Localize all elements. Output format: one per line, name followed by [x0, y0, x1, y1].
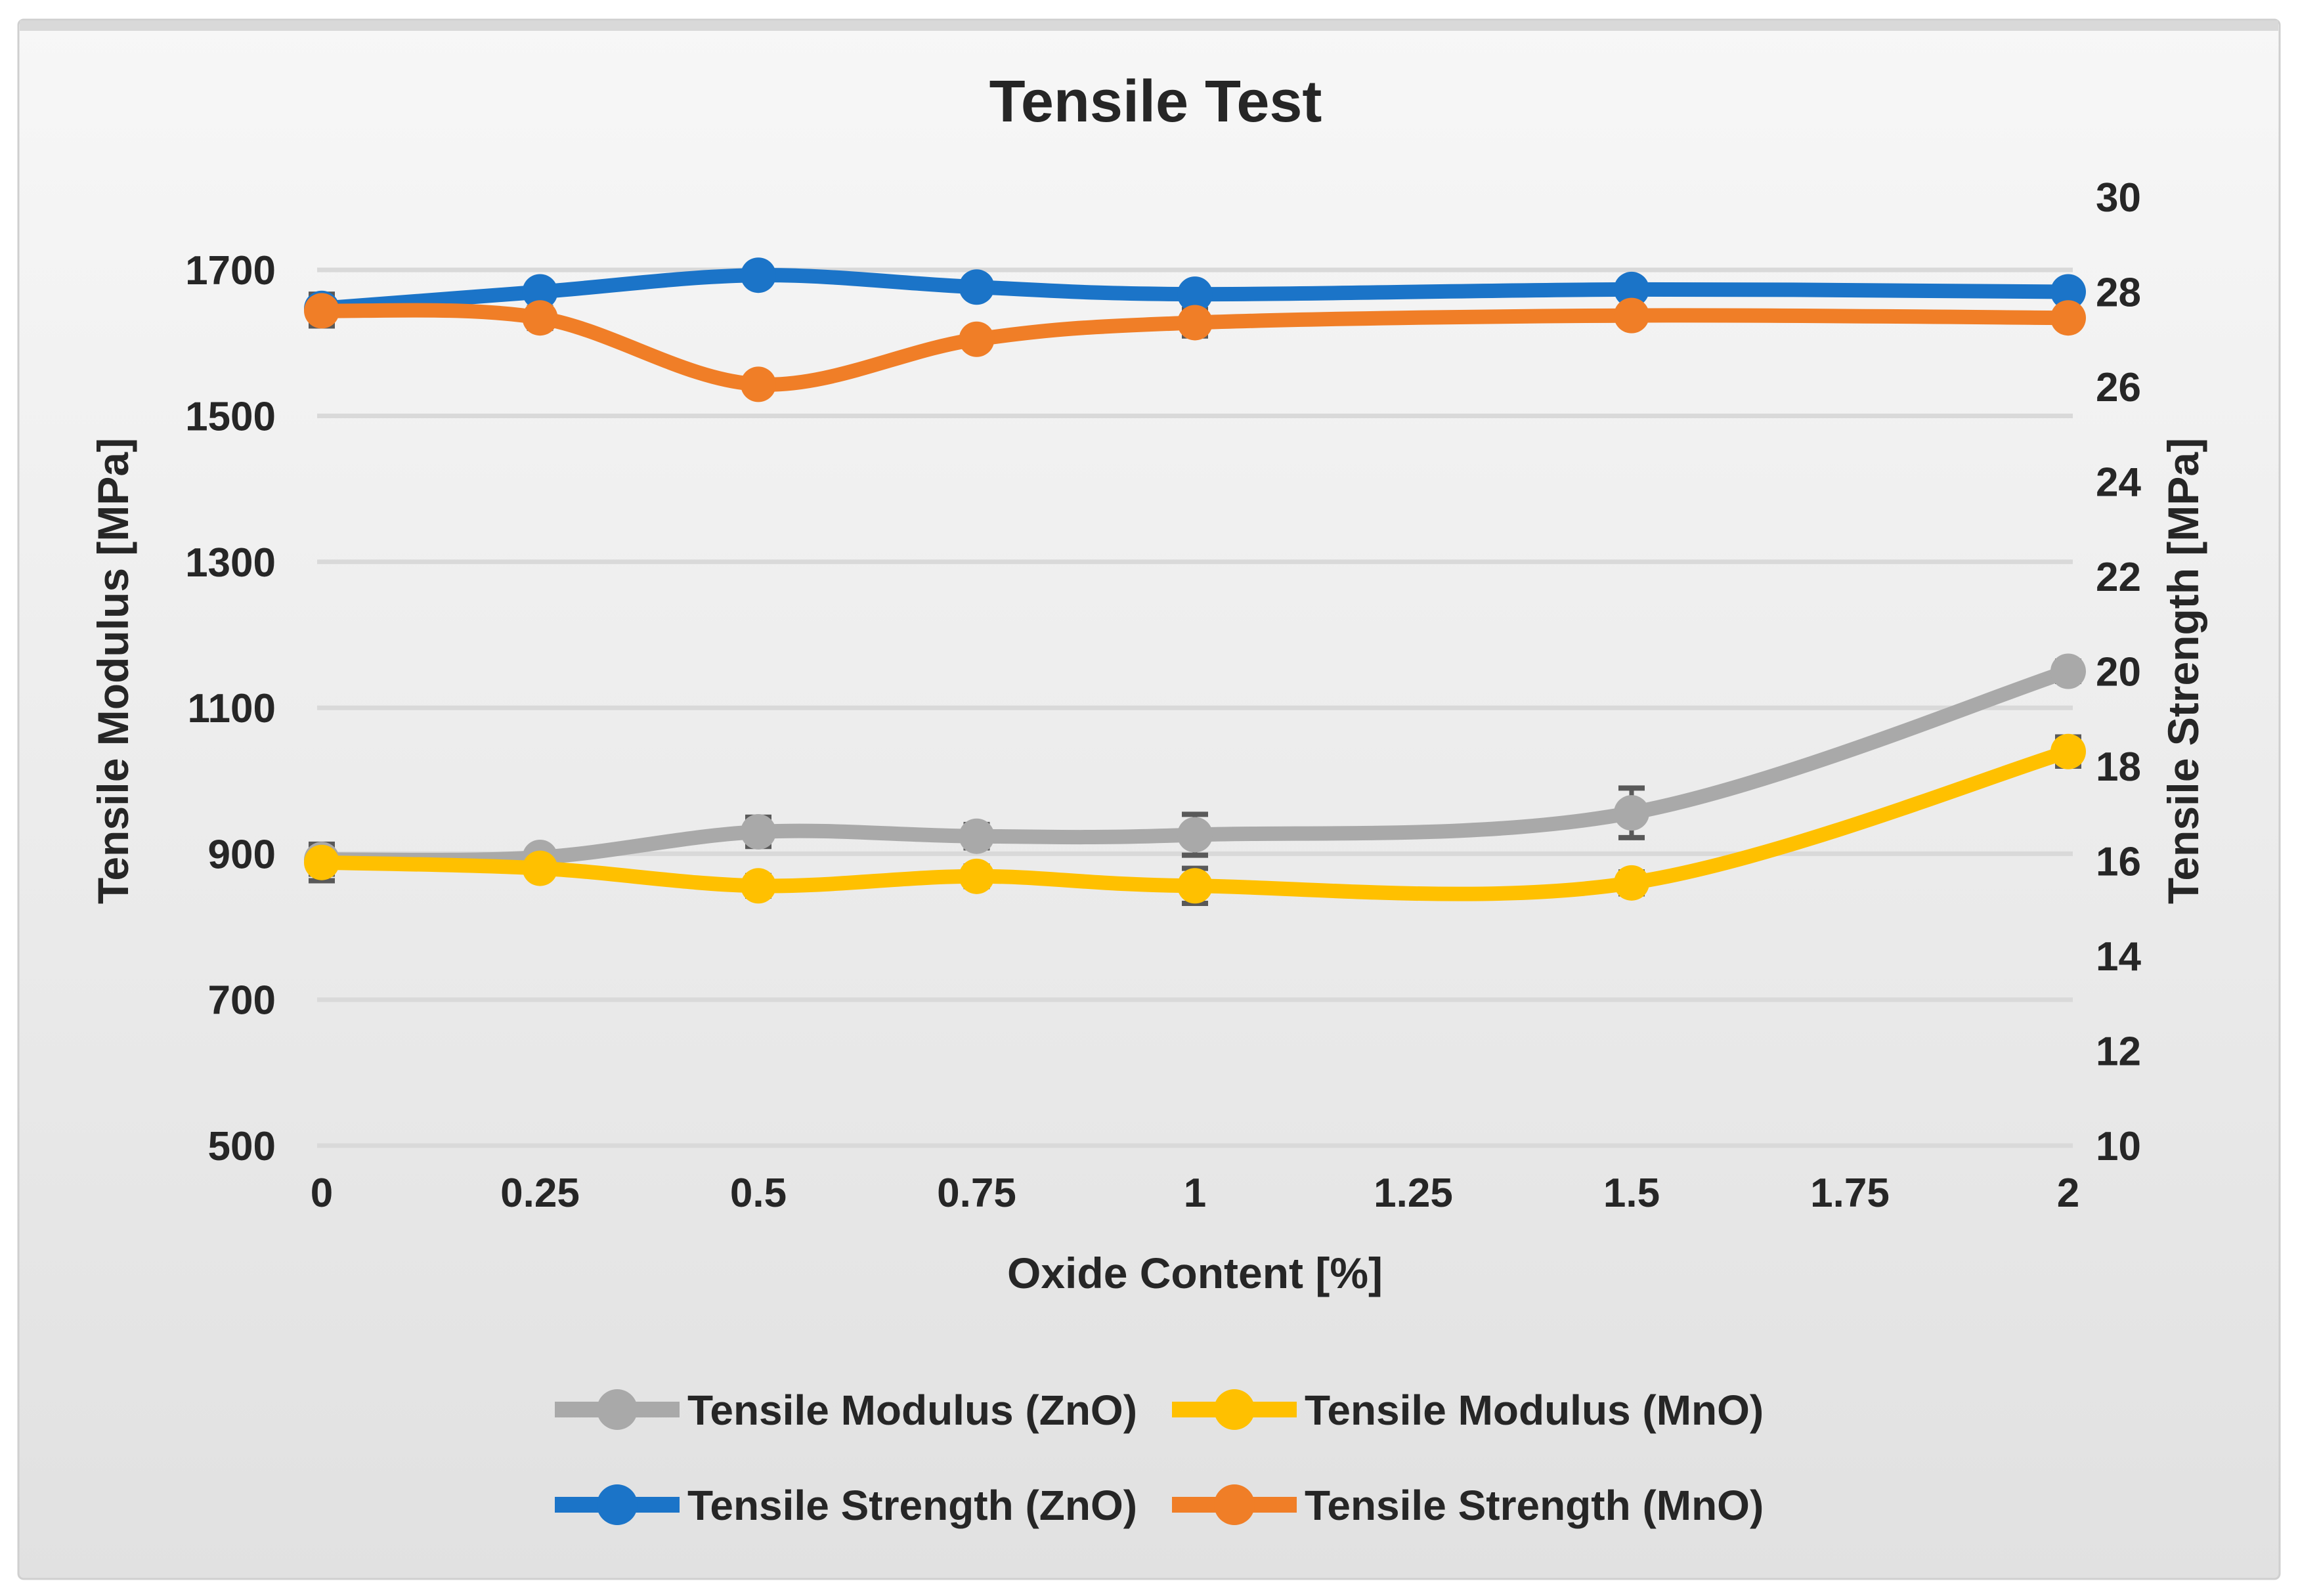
data-point-marker [2050, 300, 2086, 336]
y-left-tick-label: 700 [208, 978, 276, 1024]
axis-ticks-layer: 5007009001100130015001700101214161820222… [185, 175, 2141, 1216]
chart-frame [17, 18, 2281, 1580]
data-point-marker [1614, 865, 1649, 901]
y-right-tick-label: 20 [2096, 650, 2141, 695]
legend: Tensile Modulus (ZnO) Tensile Modulus (Mn… [555, 1387, 1764, 1529]
data-point-marker [304, 293, 339, 329]
chart-title: Tensile Test [989, 69, 1322, 135]
data-point-marker [522, 850, 558, 886]
legend-label: Tensile Modulus (MnO) [1305, 1387, 1764, 1434]
legend-label: Tensile Modulus (ZnO) [687, 1387, 1137, 1434]
data-point-marker [959, 321, 995, 357]
data-point-marker [741, 868, 776, 904]
data-point-marker [1614, 795, 1649, 831]
x-axis-tick-label: 0.25 [500, 1171, 580, 1216]
x-axis-tick-label: 1.75 [1810, 1171, 1890, 1216]
y-right-tick-label: 22 [2096, 555, 2141, 600]
y-left-tick-label: 1700 [185, 248, 276, 293]
y-left-tick-label: 1500 [185, 394, 276, 439]
data-point-marker [1177, 276, 1213, 313]
x-axis-tick-label: 0.75 [937, 1171, 1016, 1216]
data-point-marker [1177, 305, 1213, 341]
y-left-tick-label: 1100 [187, 686, 276, 731]
data-point-marker [522, 274, 558, 310]
y-right-axis-title: Tensile Strength [MPa] [2159, 438, 2207, 904]
data-point-marker [741, 257, 776, 293]
y-left-tick-label: 1300 [185, 540, 276, 586]
y-right-tick-label: 28 [2096, 270, 2141, 316]
y-left-axis-title: Tensile Modulus [MPa] [89, 438, 137, 904]
x-axis-title: Oxide Content [%] [1007, 1249, 1383, 1297]
data-point-marker [1614, 297, 1649, 334]
legend-marker-swatch [597, 1484, 638, 1525]
x-axis-tick-label: 0 [311, 1171, 333, 1216]
x-axis-tick-label: 1 [1184, 1171, 1206, 1216]
legend-marker-swatch [1214, 1484, 1255, 1525]
data-point-marker [959, 858, 995, 894]
x-axis-tick-label: 2 [2057, 1171, 2079, 1216]
x-axis-tick-label: 1.25 [1374, 1171, 1453, 1216]
data-point-marker [741, 814, 776, 850]
series-layer [304, 257, 2086, 904]
chart-frame-top-band [20, 20, 2278, 31]
y-right-tick-label: 14 [2096, 934, 2141, 980]
y-left-tick-label: 500 [208, 1124, 276, 1169]
legend-label: Tensile Strength (ZnO) [687, 1482, 1137, 1529]
y-left-tick-label: 900 [208, 832, 276, 877]
data-point-marker [304, 844, 339, 880]
data-point-marker [2050, 733, 2086, 769]
y-right-tick-label: 16 [2096, 840, 2141, 885]
legend-item: Tensile Modulus (ZnO) [555, 1387, 1137, 1434]
data-point-marker [2050, 274, 2086, 310]
data-point-marker [522, 300, 558, 336]
legend-marker-swatch [597, 1389, 638, 1430]
data-point-marker [1614, 271, 1649, 307]
legend-label: Tensile Strength (MnO) [1305, 1482, 1764, 1529]
data-point-marker [1177, 868, 1213, 904]
data-point-marker [1177, 817, 1213, 853]
x-axis-tick-label: 1.5 [1603, 1171, 1660, 1216]
legend-item: Tensile Modulus (MnO) [1172, 1387, 1764, 1434]
y-right-tick-label: 30 [2096, 175, 2141, 221]
data-point-marker [2050, 653, 2086, 689]
legend-item: Tensile Strength (MnO) [1172, 1482, 1764, 1529]
x-axis-tick-label: 0.5 [730, 1171, 787, 1216]
data-point-marker [959, 269, 995, 305]
legend-marker-swatch [1214, 1389, 1255, 1430]
y-right-tick-label: 26 [2096, 365, 2141, 410]
data-point-marker [959, 818, 995, 854]
y-right-tick-label: 12 [2096, 1029, 2141, 1075]
legend-item: Tensile Strength (ZnO) [555, 1482, 1137, 1529]
y-right-tick-label: 10 [2096, 1124, 2141, 1169]
y-right-tick-label: 18 [2096, 744, 2141, 790]
data-point-marker [741, 366, 776, 402]
y-right-tick-label: 24 [2096, 460, 2141, 506]
